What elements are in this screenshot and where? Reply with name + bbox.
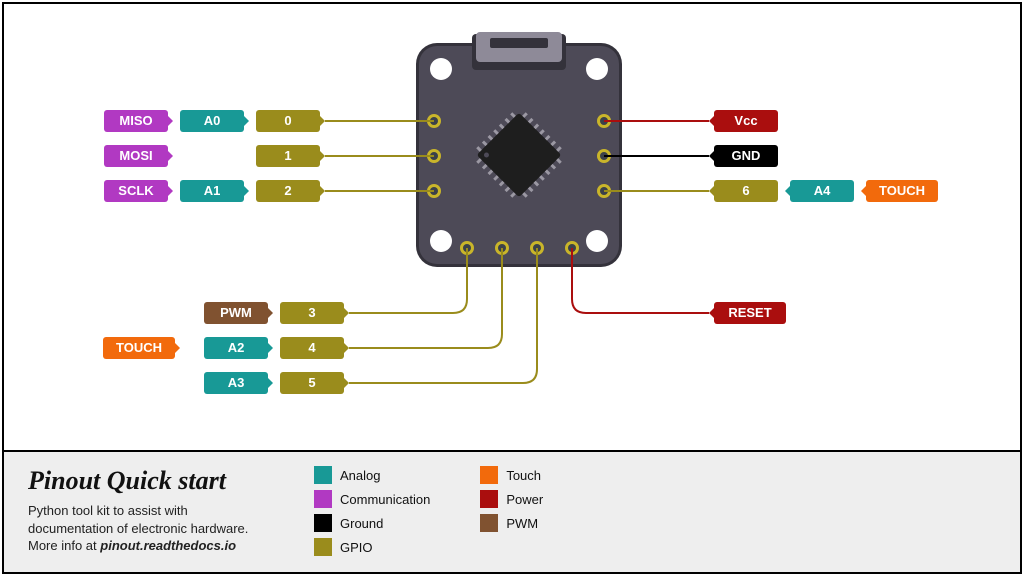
pin-label-reset: RESET [714,302,786,324]
legend-item-touch: Touch [480,466,543,484]
legend-swatch-power [480,490,498,508]
legend-label-communication: Communication [340,492,430,507]
legend-swatch-ground [314,514,332,532]
legend-column-1: Analog Communication Ground GPIO [314,466,430,556]
info-desc-line3-pre: More info at [28,538,100,553]
legend-label-analog: Analog [340,468,380,483]
legend-item-analog: Analog [314,466,430,484]
info-link[interactable]: pinout.readthedocs.io [100,538,236,553]
pin-label-touch: TOUCH [866,180,938,202]
legend-label-gpio: GPIO [340,540,373,555]
legend-swatch-touch [480,466,498,484]
pin-label-sclk: SCLK [104,180,168,202]
pin-label-2: 2 [256,180,320,202]
pin-label-miso: MISO [104,110,168,132]
pin-label-a0: A0 [180,110,244,132]
legend-item-gpio: GPIO [314,538,430,556]
pin-label-a3: A3 [204,372,268,394]
diagram-frame: Pinout Quick start Python tool kit to as… [2,2,1022,574]
legend: Analog Communication Ground GPIO Touch Power… [314,466,543,556]
pin-label-vcc: Vcc [714,110,778,132]
pin-label-6: 6 [714,180,778,202]
legend-label-power: Power [506,492,543,507]
pin-label-touch: TOUCH [103,337,175,359]
pin-label-pwm: PWM [204,302,268,324]
legend-swatch-communication [314,490,332,508]
info-panel: Pinout Quick start Python tool kit to as… [4,450,1020,572]
legend-swatch-analog [314,466,332,484]
legend-label-touch: Touch [506,468,541,483]
legend-swatch-gpio [314,538,332,556]
legend-swatch-pwm [480,514,498,532]
info-desc-line2: documentation of electronic hardware. [28,521,248,536]
pin-label-3: 3 [280,302,344,324]
legend-item-pwm: PWM [480,514,543,532]
pin-label-1: 1 [256,145,320,167]
info-desc-line1: Python tool kit to assist with [28,503,188,518]
legend-label-pwm: PWM [506,516,538,531]
legend-item-communication: Communication [314,490,430,508]
pin-label-a4: A4 [790,180,854,202]
pin-label-0: 0 [256,110,320,132]
pin-label-5: 5 [280,372,344,394]
legend-column-2: Touch Power PWM [480,466,543,556]
pin-label-a2: A2 [204,337,268,359]
pin-label-mosi: MOSI [104,145,168,167]
legend-item-power: Power [480,490,543,508]
pin-label-4: 4 [280,337,344,359]
pin-label-a1: A1 [180,180,244,202]
legend-item-ground: Ground [314,514,430,532]
legend-label-ground: Ground [340,516,383,531]
pin-label-gnd: GND [714,145,778,167]
